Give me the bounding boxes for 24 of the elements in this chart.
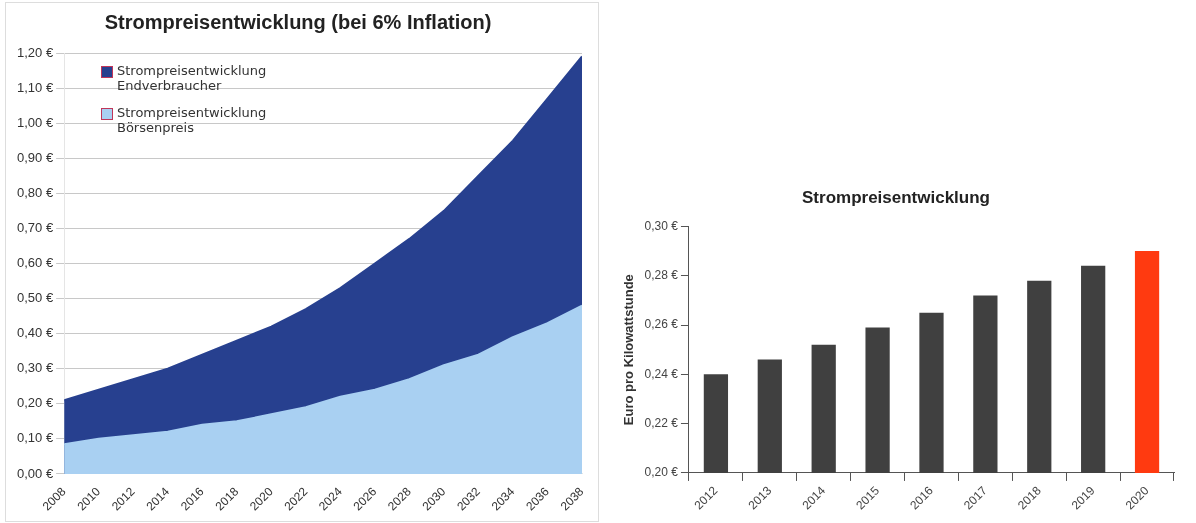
y-tick-label: 1,10 € [16, 79, 54, 95]
y-tick-label: 0,00 € [16, 465, 54, 481]
y-tick-label: 0,30 € [644, 218, 679, 233]
y-tick-label: 0,26 € [644, 317, 679, 332]
y-tick-label: 0,80 € [16, 184, 54, 200]
y-tick-label: 0,30 € [16, 360, 54, 376]
y-tick-label: 0,60 € [16, 255, 54, 271]
y-tick-label: 0,24 € [644, 366, 679, 381]
y-tick-label: 0,20 € [16, 395, 54, 411]
y-tick-label: 0,90 € [16, 149, 54, 165]
y-tick-label: 0,40 € [16, 325, 54, 341]
chart-title: Strompreisentwicklung (bei 6% Inflation) [104, 10, 492, 33]
y-tick-label: 1,20 € [16, 44, 54, 60]
y-tick-label: 0,50 € [16, 290, 54, 306]
legend-label: Strompreisentwicklung Endverbraucher [117, 63, 268, 93]
y-axis-title: Euro pro Kilowattstunde [621, 274, 637, 426]
chart-title: Strompreisentwicklung [802, 187, 990, 207]
y-tick-label: 1,00 € [16, 114, 54, 130]
y-tick-label: 0,10 € [16, 430, 54, 446]
y-tick-label: 0,20 € [644, 465, 679, 480]
legend-label: Strompreisentwicklung Börsenpreis [117, 105, 268, 135]
y-tick-label: 0,70 € [16, 219, 54, 235]
y-tick-label: 0,22 € [644, 415, 679, 430]
y-tick-label: 0,28 € [644, 268, 679, 283]
